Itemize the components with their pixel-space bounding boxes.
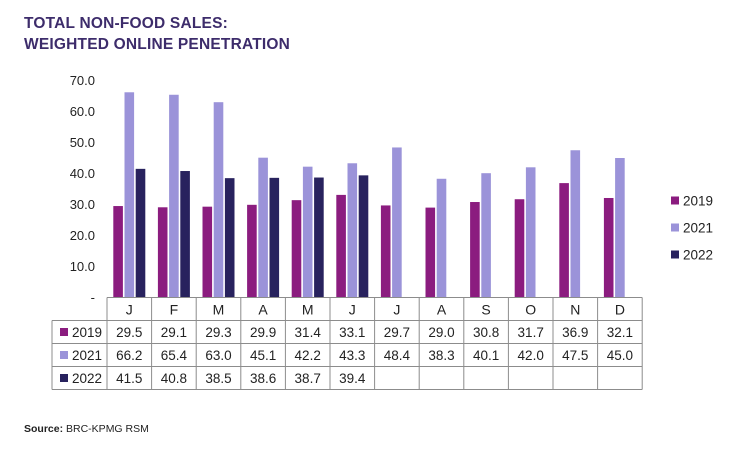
- table-legend-key-2019: [60, 328, 68, 336]
- bar-2022: [269, 177, 280, 298]
- chart-title-line2: WEIGHTED ONLINE PENETRATION: [24, 36, 291, 53]
- x-tick-label: M: [302, 302, 314, 318]
- bar-2019: [157, 207, 168, 298]
- bar-2021: [436, 178, 447, 298]
- bar-2021: [481, 173, 491, 298]
- bar-2022: [314, 177, 324, 298]
- legend-label: 2019: [683, 194, 713, 209]
- data-label: 38.5: [205, 371, 231, 386]
- bar-2021: [347, 163, 358, 298]
- data-label: 41.5: [116, 371, 142, 386]
- bar-2019: [291, 200, 302, 298]
- y-tick-label: 10.0: [70, 259, 95, 274]
- data-label: 42.2: [295, 348, 321, 363]
- x-tick-label: A: [437, 302, 447, 318]
- data-label: 38.3: [428, 348, 454, 363]
- bar-2019: [336, 194, 346, 298]
- data-label: 45.0: [607, 348, 633, 363]
- x-tick-label: A: [258, 302, 268, 318]
- bar-2019: [247, 204, 257, 298]
- chart-title: TOTAL NON-FOOD SALES: WEIGHTED ONLINE PE…: [24, 13, 290, 55]
- legend-swatch-2021: [671, 223, 679, 232]
- bar-2019: [113, 206, 123, 298]
- data-label: 33.1: [339, 325, 365, 340]
- data-label: 40.1: [473, 348, 499, 363]
- data-label: 29.3: [205, 325, 231, 340]
- bar-2021: [302, 166, 313, 298]
- x-tick-label: M: [213, 302, 225, 318]
- data-label: 29.1: [161, 325, 187, 340]
- data-label: 31.4: [295, 325, 322, 340]
- table-row-label: 2019: [72, 325, 102, 340]
- bar-2021: [169, 94, 179, 298]
- x-tick-label: J: [349, 302, 356, 318]
- data-label: 39.4: [339, 371, 366, 386]
- source-text: BRC-KPMG RSM: [66, 423, 149, 435]
- table-row-label: 2021: [72, 348, 102, 363]
- data-label: 29.5: [116, 325, 142, 340]
- bar-2019: [514, 199, 525, 298]
- table-row-label: 2022: [72, 371, 102, 386]
- y-tick-label: 50.0: [70, 135, 95, 150]
- bar-2021: [392, 147, 402, 298]
- data-label: 48.4: [384, 348, 411, 363]
- x-tick-label: O: [525, 302, 536, 318]
- source-label: Source:: [24, 423, 64, 435]
- source-note: Source: BRC-KPMG RSM: [24, 423, 149, 435]
- data-label: 30.8: [473, 325, 499, 340]
- legend-swatch-2019: [671, 196, 679, 205]
- data-label: 65.4: [161, 348, 188, 363]
- data-label: 66.2: [116, 348, 142, 363]
- data-label: 29.7: [384, 325, 410, 340]
- x-tick-label: S: [481, 302, 490, 318]
- bar-2022: [135, 168, 146, 298]
- bar-2019: [559, 183, 569, 298]
- data-label: 36.9: [562, 325, 588, 340]
- y-tick-label: -: [91, 290, 95, 305]
- bar-2021: [124, 92, 135, 298]
- bar-2021: [525, 167, 536, 298]
- data-label: 29.0: [428, 325, 454, 340]
- data-label: 63.0: [205, 348, 231, 363]
- bar-2019: [603, 197, 614, 298]
- table-legend-key-2022: [60, 374, 68, 382]
- data-label: 31.7: [518, 325, 544, 340]
- x-tick-label: D: [615, 302, 625, 318]
- bar-2021: [213, 102, 224, 298]
- data-label: 32.1: [607, 325, 633, 340]
- bar-2022: [358, 175, 369, 298]
- bar-2021: [258, 157, 268, 298]
- bar-2019: [202, 206, 213, 298]
- bar-2019: [425, 207, 436, 298]
- legend-label: 2022: [683, 248, 713, 263]
- x-tick-label: J: [393, 302, 400, 318]
- bar-2019: [470, 202, 480, 298]
- y-tick-label: 60.0: [70, 104, 95, 119]
- bar-2021: [615, 158, 625, 298]
- x-tick-label: J: [126, 302, 133, 318]
- bar-2021: [570, 150, 581, 298]
- data-label: 38.7: [295, 371, 321, 386]
- data-label: 47.5: [562, 348, 588, 363]
- x-tick-label: N: [570, 302, 580, 318]
- y-tick-label: 20.0: [70, 228, 95, 243]
- bar-2019: [380, 205, 391, 298]
- data-label: 43.3: [339, 348, 365, 363]
- data-label: 40.8: [161, 371, 187, 386]
- legend-swatch-2022: [671, 250, 679, 259]
- y-tick-label: 40.0: [70, 166, 95, 181]
- bar-2022: [180, 171, 190, 298]
- x-tick-label: F: [170, 302, 179, 318]
- bar-2022: [224, 178, 235, 298]
- data-label: 38.6: [250, 371, 276, 386]
- y-tick-label: 70.0: [70, 73, 95, 88]
- data-label: 29.9: [250, 325, 276, 340]
- chart-title-line1: TOTAL NON-FOOD SALES:: [24, 15, 228, 32]
- table-legend-key-2021: [60, 351, 68, 359]
- legend-label: 2021: [683, 221, 713, 236]
- data-label: 42.0: [518, 348, 544, 363]
- data-label: 45.1: [250, 348, 276, 363]
- y-tick-label: 30.0: [70, 197, 95, 212]
